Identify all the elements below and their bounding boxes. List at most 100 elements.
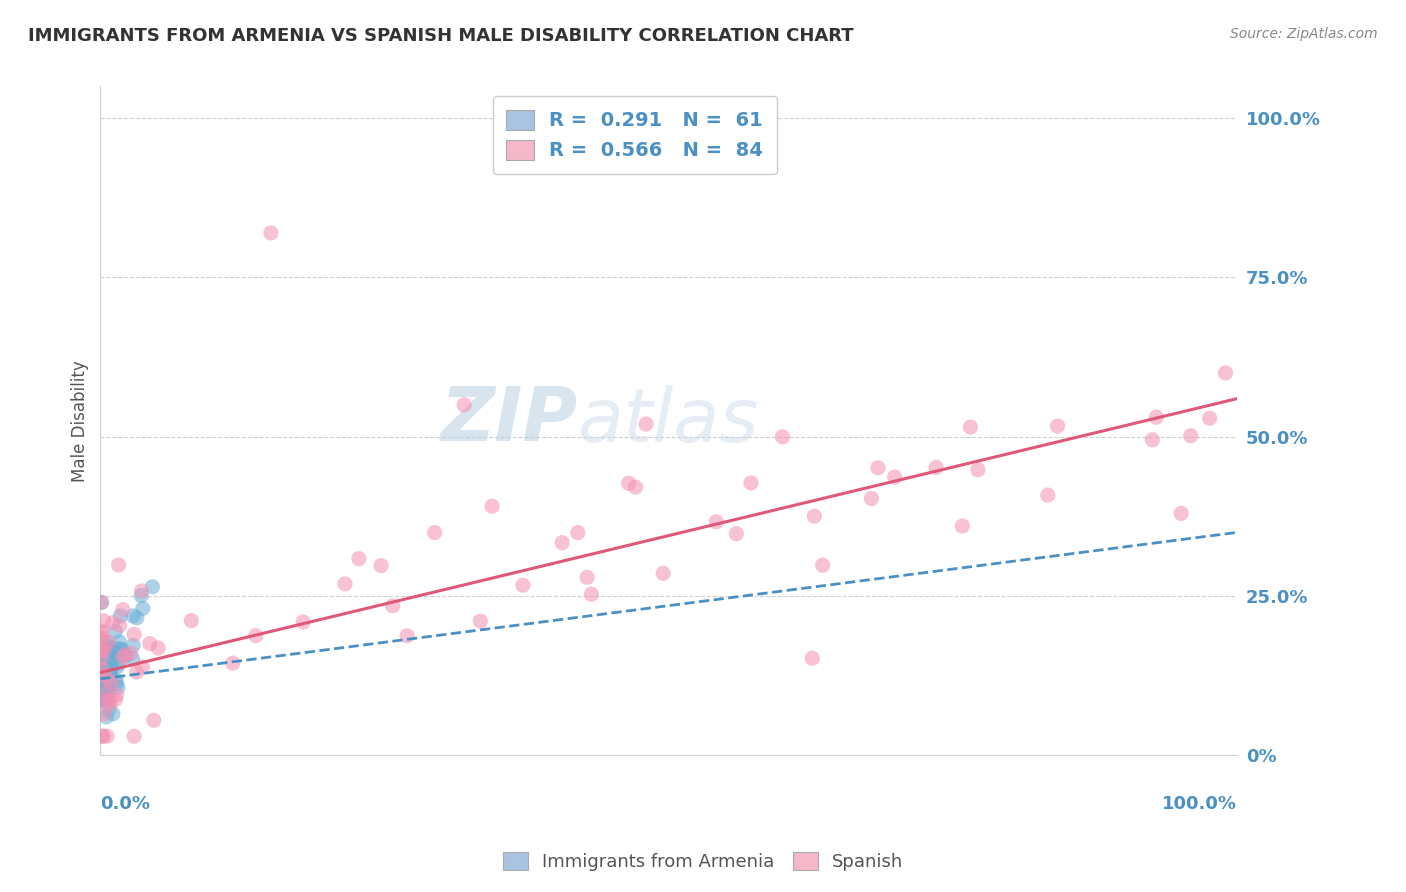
Text: IMMIGRANTS FROM ARMENIA VS SPANISH MALE DISABILITY CORRELATION CHART: IMMIGRANTS FROM ARMENIA VS SPANISH MALE … xyxy=(28,27,853,45)
Point xyxy=(94,682,117,697)
Point xyxy=(132,601,155,615)
Point xyxy=(111,602,134,616)
Point xyxy=(1170,507,1192,521)
Point xyxy=(94,691,117,706)
Point xyxy=(98,693,121,707)
Point xyxy=(97,646,120,660)
Point xyxy=(396,629,419,643)
Point xyxy=(142,713,165,727)
Point xyxy=(98,667,121,681)
Point xyxy=(98,698,121,712)
Point xyxy=(347,551,370,566)
Point xyxy=(1036,488,1059,502)
Point xyxy=(93,706,115,721)
Point xyxy=(98,657,121,671)
Point xyxy=(222,656,245,670)
Point xyxy=(866,460,889,475)
Point xyxy=(107,657,129,671)
Point xyxy=(100,664,122,678)
Point xyxy=(96,729,118,743)
Point xyxy=(90,632,112,646)
Point xyxy=(772,430,794,444)
Point xyxy=(104,692,127,706)
Point xyxy=(90,595,112,609)
Point xyxy=(370,558,392,573)
Point xyxy=(90,685,112,699)
Point xyxy=(101,641,124,656)
Point xyxy=(97,648,120,663)
Text: ZIP: ZIP xyxy=(440,384,578,458)
Point xyxy=(100,675,122,690)
Point xyxy=(967,463,990,477)
Point xyxy=(139,637,162,651)
Point xyxy=(860,491,883,506)
Point xyxy=(93,634,115,648)
Point xyxy=(93,643,115,657)
Point xyxy=(180,614,202,628)
Point xyxy=(96,672,118,686)
Point xyxy=(636,417,658,431)
Point xyxy=(96,694,118,708)
Point xyxy=(470,614,492,628)
Point xyxy=(112,650,135,665)
Point xyxy=(925,460,948,475)
Point xyxy=(121,652,143,666)
Point xyxy=(107,641,129,656)
Point xyxy=(90,595,112,609)
Y-axis label: Male Disability: Male Disability xyxy=(72,360,89,482)
Point xyxy=(90,640,112,655)
Point xyxy=(90,658,112,673)
Point xyxy=(1142,433,1164,447)
Point xyxy=(97,639,120,653)
Point xyxy=(93,614,115,628)
Point xyxy=(110,608,132,623)
Point xyxy=(245,629,267,643)
Point xyxy=(90,625,112,640)
Point xyxy=(120,646,142,660)
Point xyxy=(740,476,762,491)
Point xyxy=(103,644,125,658)
Point xyxy=(122,639,145,653)
Point xyxy=(90,624,112,638)
Point xyxy=(97,685,120,699)
Point xyxy=(114,648,136,663)
Point xyxy=(131,660,153,674)
Point xyxy=(98,665,121,679)
Point xyxy=(1046,419,1069,434)
Point xyxy=(122,729,145,743)
Point xyxy=(652,566,675,581)
Point xyxy=(1215,366,1237,380)
Point xyxy=(801,651,824,665)
Point xyxy=(104,673,127,687)
Text: 0.0%: 0.0% xyxy=(100,796,150,814)
Point xyxy=(96,710,118,724)
Point xyxy=(811,558,834,573)
Point xyxy=(131,584,153,599)
Point xyxy=(98,651,121,665)
Point xyxy=(111,643,134,657)
Point xyxy=(100,653,122,667)
Point xyxy=(704,515,727,529)
Point xyxy=(97,663,120,677)
Point xyxy=(129,589,152,603)
Point xyxy=(97,662,120,676)
Point xyxy=(91,657,114,672)
Point xyxy=(93,693,115,707)
Point xyxy=(883,470,905,484)
Point xyxy=(97,635,120,649)
Point xyxy=(114,648,136,662)
Point xyxy=(481,499,503,513)
Point xyxy=(100,651,122,665)
Point xyxy=(108,635,131,649)
Point xyxy=(93,681,115,696)
Point xyxy=(125,665,148,679)
Point xyxy=(551,535,574,549)
Point xyxy=(104,624,127,639)
Point xyxy=(292,615,315,629)
Point xyxy=(108,618,131,632)
Point xyxy=(91,729,114,743)
Point xyxy=(90,729,112,743)
Point xyxy=(125,611,148,625)
Point xyxy=(94,685,117,699)
Text: Source: ZipAtlas.com: Source: ZipAtlas.com xyxy=(1230,27,1378,41)
